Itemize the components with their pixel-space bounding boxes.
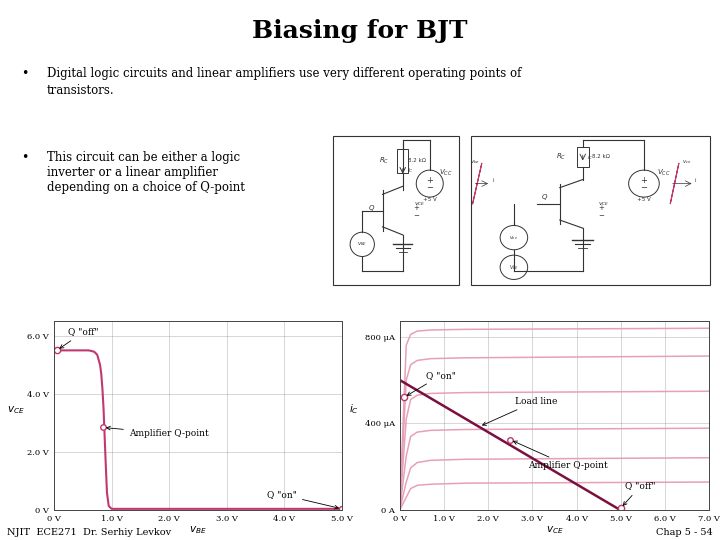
Text: −: − <box>413 213 420 219</box>
FancyBboxPatch shape <box>471 137 710 285</box>
Text: This circuit can be either a logic
inverter or a linear amplifier
depending on a: This circuit can be either a logic inver… <box>47 151 245 194</box>
Text: NJIT  ECE271  Dr. Serhiy Levkov: NJIT ECE271 Dr. Serhiy Levkov <box>7 528 171 537</box>
Text: −: − <box>598 213 604 219</box>
Circle shape <box>500 255 528 280</box>
Text: +: + <box>598 205 604 211</box>
Text: $V_{CC}$: $V_{CC}$ <box>439 168 453 178</box>
Text: +5 V: +5 V <box>637 197 651 202</box>
Y-axis label: $v_{CE}$: $v_{CE}$ <box>7 404 25 416</box>
Text: Amplifier Q-point: Amplifier Q-point <box>107 426 209 438</box>
X-axis label: $v_{CE}$: $v_{CE}$ <box>546 524 563 536</box>
Text: i: i <box>694 178 696 183</box>
Circle shape <box>416 170 444 197</box>
Text: Q: Q <box>541 194 547 200</box>
Circle shape <box>500 226 528 249</box>
Text: $v_{CE}$: $v_{CE}$ <box>413 200 425 208</box>
Text: +5 V: +5 V <box>423 197 436 202</box>
Text: Q: Q <box>369 205 374 211</box>
Text: +: + <box>641 177 647 185</box>
Bar <box>577 147 589 167</box>
Text: $i_C$: $i_C$ <box>407 166 413 174</box>
Bar <box>397 148 408 173</box>
Text: $R_C$: $R_C$ <box>379 156 390 166</box>
Text: $v_{BE}$: $v_{BE}$ <box>357 240 367 248</box>
Text: •: • <box>22 68 29 80</box>
Text: transistors.: transistors. <box>47 84 114 97</box>
Text: +: + <box>426 177 433 185</box>
Text: $v_{CE}$: $v_{CE}$ <box>598 200 610 208</box>
Text: Q "on": Q "on" <box>408 371 456 395</box>
Text: Q "off": Q "off" <box>624 482 656 505</box>
Text: −: − <box>641 183 647 192</box>
Text: 8.2 kΩ: 8.2 kΩ <box>408 158 426 163</box>
Text: $V_{CC}$: $V_{CC}$ <box>657 168 670 178</box>
Text: $v_{ce}$: $v_{ce}$ <box>682 158 692 166</box>
Text: −: − <box>426 183 433 192</box>
Y-axis label: $i_C$: $i_C$ <box>348 402 359 416</box>
Circle shape <box>629 170 660 197</box>
Text: Load line: Load line <box>482 397 557 426</box>
Text: Amplifier Q-point: Amplifier Q-point <box>513 441 608 470</box>
FancyBboxPatch shape <box>333 137 459 285</box>
Text: $i_C$: $i_C$ <box>588 153 593 162</box>
Text: Chap 5 - 54: Chap 5 - 54 <box>656 528 713 537</box>
Text: $v_{be}$: $v_{be}$ <box>469 158 480 166</box>
Text: Digital logic circuits and linear amplifiers use very different operating points: Digital logic circuits and linear amplif… <box>47 68 521 80</box>
Text: +: + <box>413 205 420 211</box>
Text: $V_{BE}$: $V_{BE}$ <box>509 263 519 272</box>
Text: •: • <box>22 151 29 164</box>
Text: $R_C$: $R_C$ <box>556 152 566 161</box>
X-axis label: $v_{BE}$: $v_{BE}$ <box>189 524 207 536</box>
Text: Biasing for BJT: Biasing for BJT <box>252 19 468 43</box>
Text: Q "on": Q "on" <box>267 490 338 509</box>
Text: Q "off": Q "off" <box>60 327 99 348</box>
Circle shape <box>350 232 374 256</box>
Text: i: i <box>492 178 494 183</box>
Text: 8.2 kΩ: 8.2 kΩ <box>592 154 610 159</box>
Text: $v_{be}$: $v_{be}$ <box>510 234 518 241</box>
